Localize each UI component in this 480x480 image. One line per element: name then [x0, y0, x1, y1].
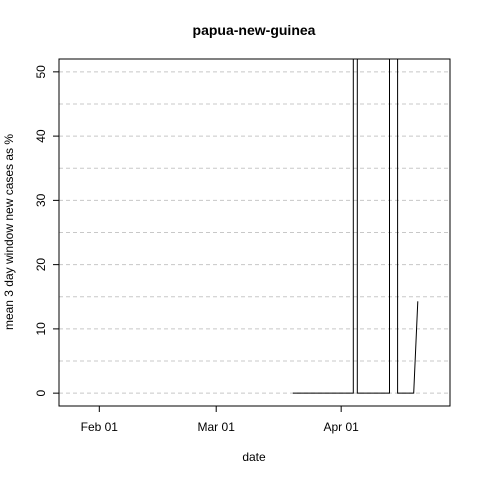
y-tick-label: 50 [34, 65, 48, 79]
y-tick-label: 0 [34, 389, 48, 396]
x-axis-label: date [242, 450, 266, 464]
x-tick-label: Mar 01 [198, 420, 236, 434]
y-axis: 0 10 20 30 40 50 [34, 65, 59, 396]
chart-title: papua-new-guinea [193, 22, 316, 38]
x-tick-label: Feb 01 [81, 420, 119, 434]
plot-frame [58, 58, 451, 407]
x-tick-label: Apr 01 [323, 420, 359, 434]
grid-layer [59, 71, 450, 394]
series-line [292, 58, 419, 394]
y-tick-label: 10 [34, 322, 48, 336]
series-layer [292, 58, 419, 394]
x-axis: Feb 01 Mar 01 Apr 01 [81, 406, 359, 434]
y-tick-label: 40 [34, 129, 48, 143]
y-tick-label: 30 [34, 193, 48, 207]
y-tick-label: 20 [34, 258, 48, 272]
y-axis-label: mean 3 day window new cases as % [2, 134, 16, 330]
